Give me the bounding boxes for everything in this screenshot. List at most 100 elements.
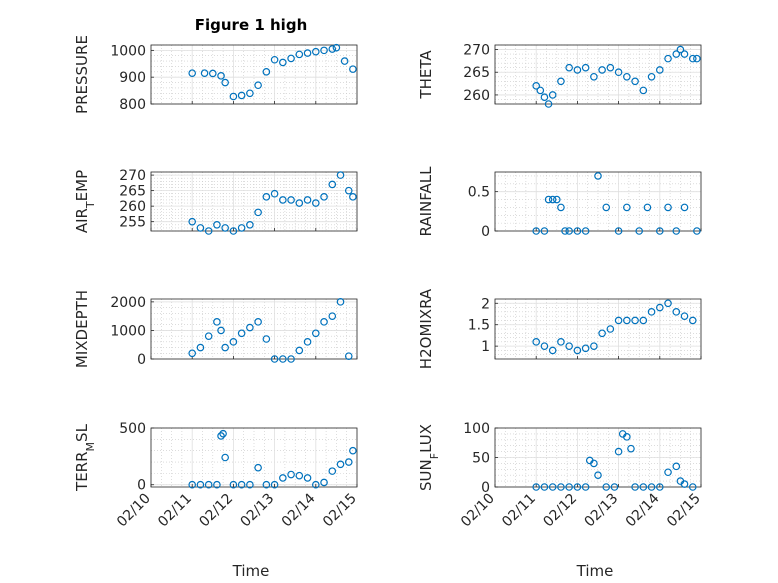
data-point [221, 224, 229, 232]
axes-box [150, 298, 358, 360]
y-axis-label: H2OMIXRA [417, 288, 435, 369]
data-point [672, 462, 681, 471]
data-point [320, 193, 328, 201]
x-tick-label: 02/14 [279, 490, 319, 530]
x-axis-label-left: Time [232, 562, 270, 580]
subplot-mixdepth: 0 1000 2000 MIXDEPTH [73, 290, 358, 368]
data-point [332, 43, 341, 52]
y-tick-label: 260 [463, 88, 490, 104]
data-point [328, 180, 337, 189]
data-point [213, 480, 221, 489]
y-tick-label: 50 [472, 451, 490, 467]
data-point [229, 480, 238, 489]
data-point [647, 483, 656, 491]
data-point [693, 227, 701, 235]
data-point [303, 474, 312, 482]
data-point [532, 82, 541, 90]
data-point [565, 63, 573, 72]
y-tick-label: 2000 [110, 295, 146, 311]
y-tick-label: 260 [119, 199, 146, 215]
x-tick-label: 02/14 [623, 490, 663, 530]
data-point [221, 453, 229, 462]
data-point [188, 349, 197, 358]
data-point [664, 299, 672, 308]
data-point [295, 346, 304, 355]
data-point [349, 65, 357, 73]
data-point [614, 227, 623, 235]
y-tick-label: 0 [137, 352, 146, 368]
data-point [688, 316, 697, 325]
data-point [680, 203, 689, 212]
data-point [254, 81, 262, 90]
data-point [627, 444, 635, 453]
y-tick-label: 0 [137, 478, 146, 494]
y-tick-label: 265 [119, 184, 146, 200]
data-point [213, 220, 221, 229]
data-point [557, 483, 565, 491]
data-point [623, 203, 631, 212]
data-point [196, 480, 205, 489]
data-point [540, 342, 549, 350]
y-axis-label: MIXDEPTH [73, 290, 91, 368]
data-point [631, 316, 639, 325]
data-point [540, 483, 549, 491]
data-point [565, 483, 573, 491]
data-point [344, 352, 353, 360]
data-point [217, 432, 225, 440]
data-point [581, 63, 590, 72]
data-point [623, 72, 631, 81]
data-point [328, 45, 337, 53]
data-point [217, 72, 225, 80]
y-axis-label: AIRTEMP [73, 170, 97, 233]
data-point [246, 220, 254, 229]
data-point [655, 483, 664, 491]
y-axis-label: RAINFALL [417, 166, 435, 237]
data-point [344, 458, 353, 466]
data-point [623, 316, 631, 325]
subplot-rainfall: 0 0.5 RAINFALL [417, 166, 702, 240]
data-point [655, 227, 664, 235]
y-tick-label: 1 [481, 339, 490, 355]
data-point [614, 316, 623, 325]
data-point [540, 93, 549, 101]
data-point [237, 480, 246, 489]
data-point [311, 199, 320, 207]
data-point [610, 483, 619, 491]
data-point [672, 50, 681, 58]
data-point [246, 480, 254, 489]
data-point [246, 323, 254, 332]
data-point [602, 203, 611, 212]
data-point [623, 433, 631, 441]
data-point [532, 227, 541, 235]
y-tick-label: 270 [119, 168, 146, 184]
y-axis-label: SUNFLUX [417, 424, 441, 491]
data-point [606, 325, 615, 333]
data-point [598, 329, 606, 338]
data-point [581, 227, 590, 235]
data-point [311, 329, 320, 338]
data-point [655, 66, 664, 74]
x-tick-label: 02/13 [238, 491, 278, 531]
data-point [287, 355, 295, 363]
data-point [590, 72, 598, 81]
data-point [262, 193, 271, 201]
data-point [664, 54, 672, 63]
y-tick-label: 265 [463, 65, 490, 81]
data-point [676, 45, 685, 54]
data-point [536, 86, 545, 95]
data-point [349, 193, 357, 201]
data-point [548, 346, 557, 355]
data-point [349, 446, 357, 455]
data-point [594, 172, 602, 180]
data-point [303, 196, 312, 204]
axes-box [494, 171, 702, 232]
axes-box [494, 298, 702, 360]
axes-box [150, 427, 358, 488]
data-point [540, 227, 549, 235]
data-point [639, 316, 648, 325]
data-point [221, 78, 229, 87]
data-point [544, 195, 553, 204]
subplot-sun-flux: 0 50 100 02/10 02/11 02/12 02/13 02/14 02/15 SUNF… [417, 421, 704, 530]
data-point [680, 480, 689, 488]
data-point [270, 480, 279, 489]
